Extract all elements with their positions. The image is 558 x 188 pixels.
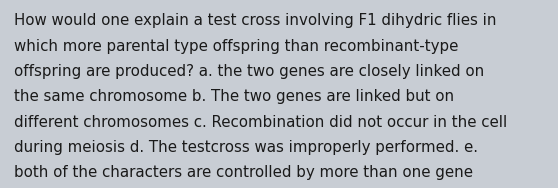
Text: during meiosis d. The testcross was improperly performed. e.: during meiosis d. The testcross was impr… [14, 140, 478, 155]
Text: How would one explain a test cross involving F1 dihydric flies in: How would one explain a test cross invol… [14, 13, 497, 28]
Text: both of the characters are controlled by more than one gene: both of the characters are controlled by… [14, 165, 473, 180]
Text: different chromosomes c. Recombination did not occur in the cell: different chromosomes c. Recombination d… [14, 115, 507, 130]
Text: offspring are produced? a. the two genes are closely linked on: offspring are produced? a. the two genes… [14, 64, 484, 79]
Text: which more parental type offspring than recombinant-type: which more parental type offspring than … [14, 39, 458, 54]
Text: the same chromosome b. The two genes are linked but on: the same chromosome b. The two genes are… [14, 89, 454, 104]
